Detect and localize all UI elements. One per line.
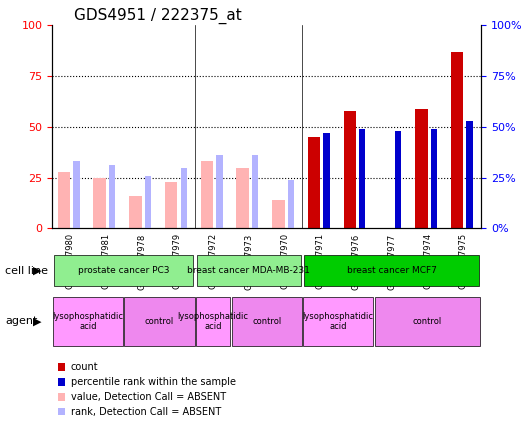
Bar (236, 168, 249, 228)
Text: ▶: ▶ (33, 266, 42, 276)
Text: percentile rank within the sample: percentile rank within the sample (71, 377, 235, 387)
FancyBboxPatch shape (232, 297, 302, 346)
Bar (359, 129, 366, 228)
Bar (467, 121, 473, 228)
Text: ▶: ▶ (33, 316, 42, 327)
Text: rank, Detection Call = ABSENT: rank, Detection Call = ABSENT (71, 407, 221, 417)
Bar (395, 131, 401, 228)
Text: count: count (71, 362, 98, 372)
Bar (145, 176, 151, 228)
Bar (344, 111, 356, 228)
Bar (94, 178, 106, 228)
FancyBboxPatch shape (197, 255, 301, 286)
FancyBboxPatch shape (196, 297, 230, 346)
FancyBboxPatch shape (54, 255, 194, 286)
Text: cell line: cell line (5, 266, 48, 276)
Bar (252, 155, 258, 228)
Bar (415, 109, 427, 228)
FancyBboxPatch shape (374, 297, 481, 346)
Bar (165, 182, 177, 228)
Text: GDS4951 / 222375_at: GDS4951 / 222375_at (74, 8, 242, 24)
Bar (323, 133, 329, 228)
Bar (216, 155, 222, 228)
FancyBboxPatch shape (304, 255, 480, 286)
FancyBboxPatch shape (124, 297, 195, 346)
Bar (129, 196, 142, 228)
Text: control: control (145, 317, 174, 326)
Bar (109, 165, 115, 228)
Bar (288, 180, 294, 228)
Text: value, Detection Call = ABSENT: value, Detection Call = ABSENT (71, 392, 226, 402)
Text: breast cancer MDA-MB-231: breast cancer MDA-MB-231 (187, 266, 310, 275)
FancyBboxPatch shape (303, 297, 373, 346)
Bar (308, 137, 320, 228)
Text: lysophosphatidic
acid: lysophosphatidic acid (52, 312, 123, 331)
Bar (430, 129, 437, 228)
Bar (201, 162, 213, 228)
Text: lysophosphatidic
acid: lysophosphatidic acid (178, 312, 248, 331)
Bar (73, 162, 79, 228)
FancyBboxPatch shape (53, 297, 123, 346)
Text: agent: agent (5, 316, 38, 327)
Bar (58, 172, 70, 228)
Text: breast cancer MCF7: breast cancer MCF7 (347, 266, 437, 275)
Text: prostate cancer PC3: prostate cancer PC3 (78, 266, 169, 275)
Bar (272, 200, 285, 228)
Bar (180, 168, 187, 228)
Bar (451, 52, 463, 228)
Text: control: control (413, 317, 442, 326)
Text: control: control (252, 317, 281, 326)
Text: lysophosphatidic
acid: lysophosphatidic acid (303, 312, 374, 331)
